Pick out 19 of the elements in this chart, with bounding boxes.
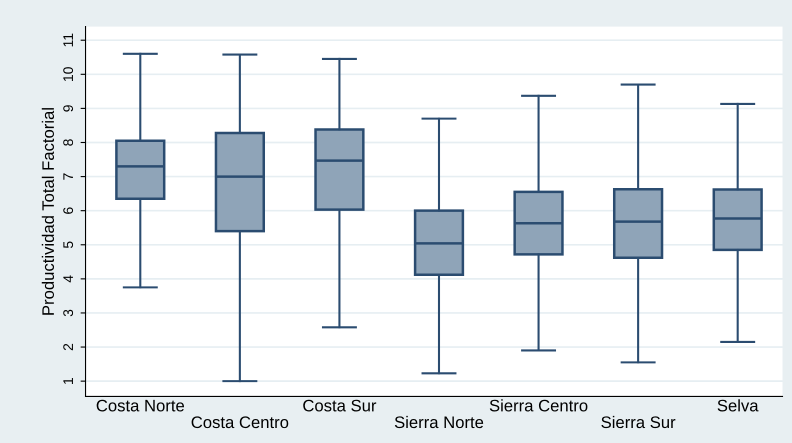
y-tick-label: 11 [63,34,73,46]
y-tick-label: 6 [63,207,74,214]
y-tick-label: 4 [63,275,73,282]
y-tick-label: 3 [63,310,74,316]
y-tick-label: 10 [63,67,74,81]
y-tick-label: 5 [63,241,74,248]
x-tick-label: Costa Norte [96,400,184,412]
x-tick-label: Costa Sur [303,400,376,412]
y-tick-label: 2 [63,344,73,350]
x-tick-label: Sierra Norte [394,416,484,428]
y-tick-label: 9 [63,105,74,112]
y-tick-label: 8 [63,139,74,146]
x-tick-label: Selva [718,399,759,412]
x-tick-label: Costa Centro [192,416,288,428]
y-tick-label: 7 [63,173,73,180]
x-tick-label: Sierra Sur [601,416,676,428]
x-tick-label: Sierra Centro [490,399,588,412]
y-axis-title: Productividad Total Factorial [42,108,54,315]
y-tick-label: 1 [63,378,73,384]
